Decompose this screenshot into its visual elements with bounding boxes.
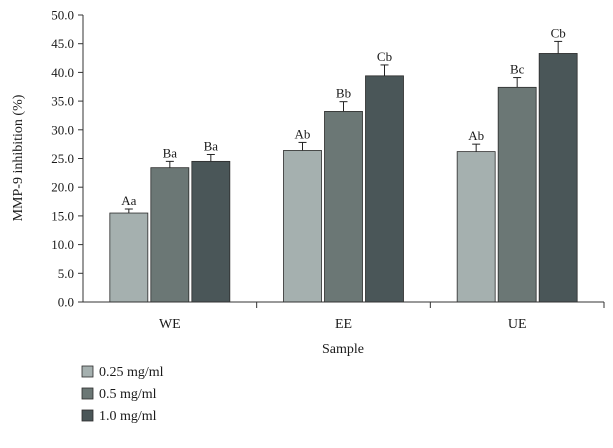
legend-label: 0.25 mg/ml bbox=[99, 365, 164, 380]
legend-label: 0.5 mg/ml bbox=[99, 387, 157, 402]
y-tick-label: 25.0 bbox=[51, 151, 74, 166]
legend-label: 1.0 mg/ml bbox=[99, 409, 157, 424]
bar bbox=[109, 212, 149, 303]
x-axis-title: Sample bbox=[322, 342, 364, 357]
bar bbox=[283, 150, 322, 303]
significance-label: Ba bbox=[204, 138, 219, 153]
bar bbox=[324, 111, 363, 303]
legend: 0.25 mg/ml 0.5 mg/ml 1.0 mg/ml bbox=[81, 365, 164, 424]
legend-swatch bbox=[81, 387, 94, 400]
legend-swatch bbox=[81, 365, 94, 378]
significance-label: Bc bbox=[510, 62, 525, 77]
bar bbox=[191, 160, 231, 303]
y-tick-label: 30.0 bbox=[51, 122, 74, 137]
bar bbox=[538, 53, 578, 303]
y-tick-label: 40.0 bbox=[51, 65, 74, 80]
significance-label: Bb bbox=[336, 86, 351, 101]
y-axis-ticks: 0.0 5.0 10.0 15.0 20.0 25.0 30.0 35.0 40.0 45.0 50… bbox=[51, 8, 83, 310]
significance-label: Ab bbox=[468, 128, 484, 143]
y-tick-label: 45.0 bbox=[51, 36, 74, 51]
y-tick-label: 20.0 bbox=[51, 180, 74, 195]
bar bbox=[150, 167, 190, 303]
x-axis-categories: WE EE UE bbox=[159, 317, 527, 332]
bar bbox=[456, 151, 496, 303]
y-tick-label: 5.0 bbox=[58, 266, 74, 281]
legend-swatch bbox=[81, 409, 94, 422]
x-category-label: EE bbox=[335, 317, 352, 332]
bar bbox=[365, 75, 404, 303]
y-tick-label: 15.0 bbox=[51, 208, 74, 223]
y-tick-label: 50.0 bbox=[51, 8, 74, 23]
x-category-label: WE bbox=[159, 317, 181, 332]
significance-label: Cb bbox=[551, 25, 566, 40]
bar bbox=[497, 86, 537, 303]
y-tick-label: 10.0 bbox=[51, 237, 74, 252]
significance-label: Cb bbox=[377, 49, 392, 64]
y-tick-label: 35.0 bbox=[51, 94, 74, 109]
axes bbox=[82, 15, 605, 308]
x-category-label: UE bbox=[508, 317, 527, 332]
significance-label: Aa bbox=[121, 193, 136, 208]
y-tick-label: 0.0 bbox=[58, 295, 74, 310]
significance-label: Ba bbox=[163, 145, 178, 160]
y-axis-title: MMP-9 inhibition (%) bbox=[11, 94, 26, 221]
significance-label: Ab bbox=[295, 126, 311, 141]
bars: Aa Ba Ba Ab Bb Cb Ab Bc Cb bbox=[109, 25, 578, 303]
